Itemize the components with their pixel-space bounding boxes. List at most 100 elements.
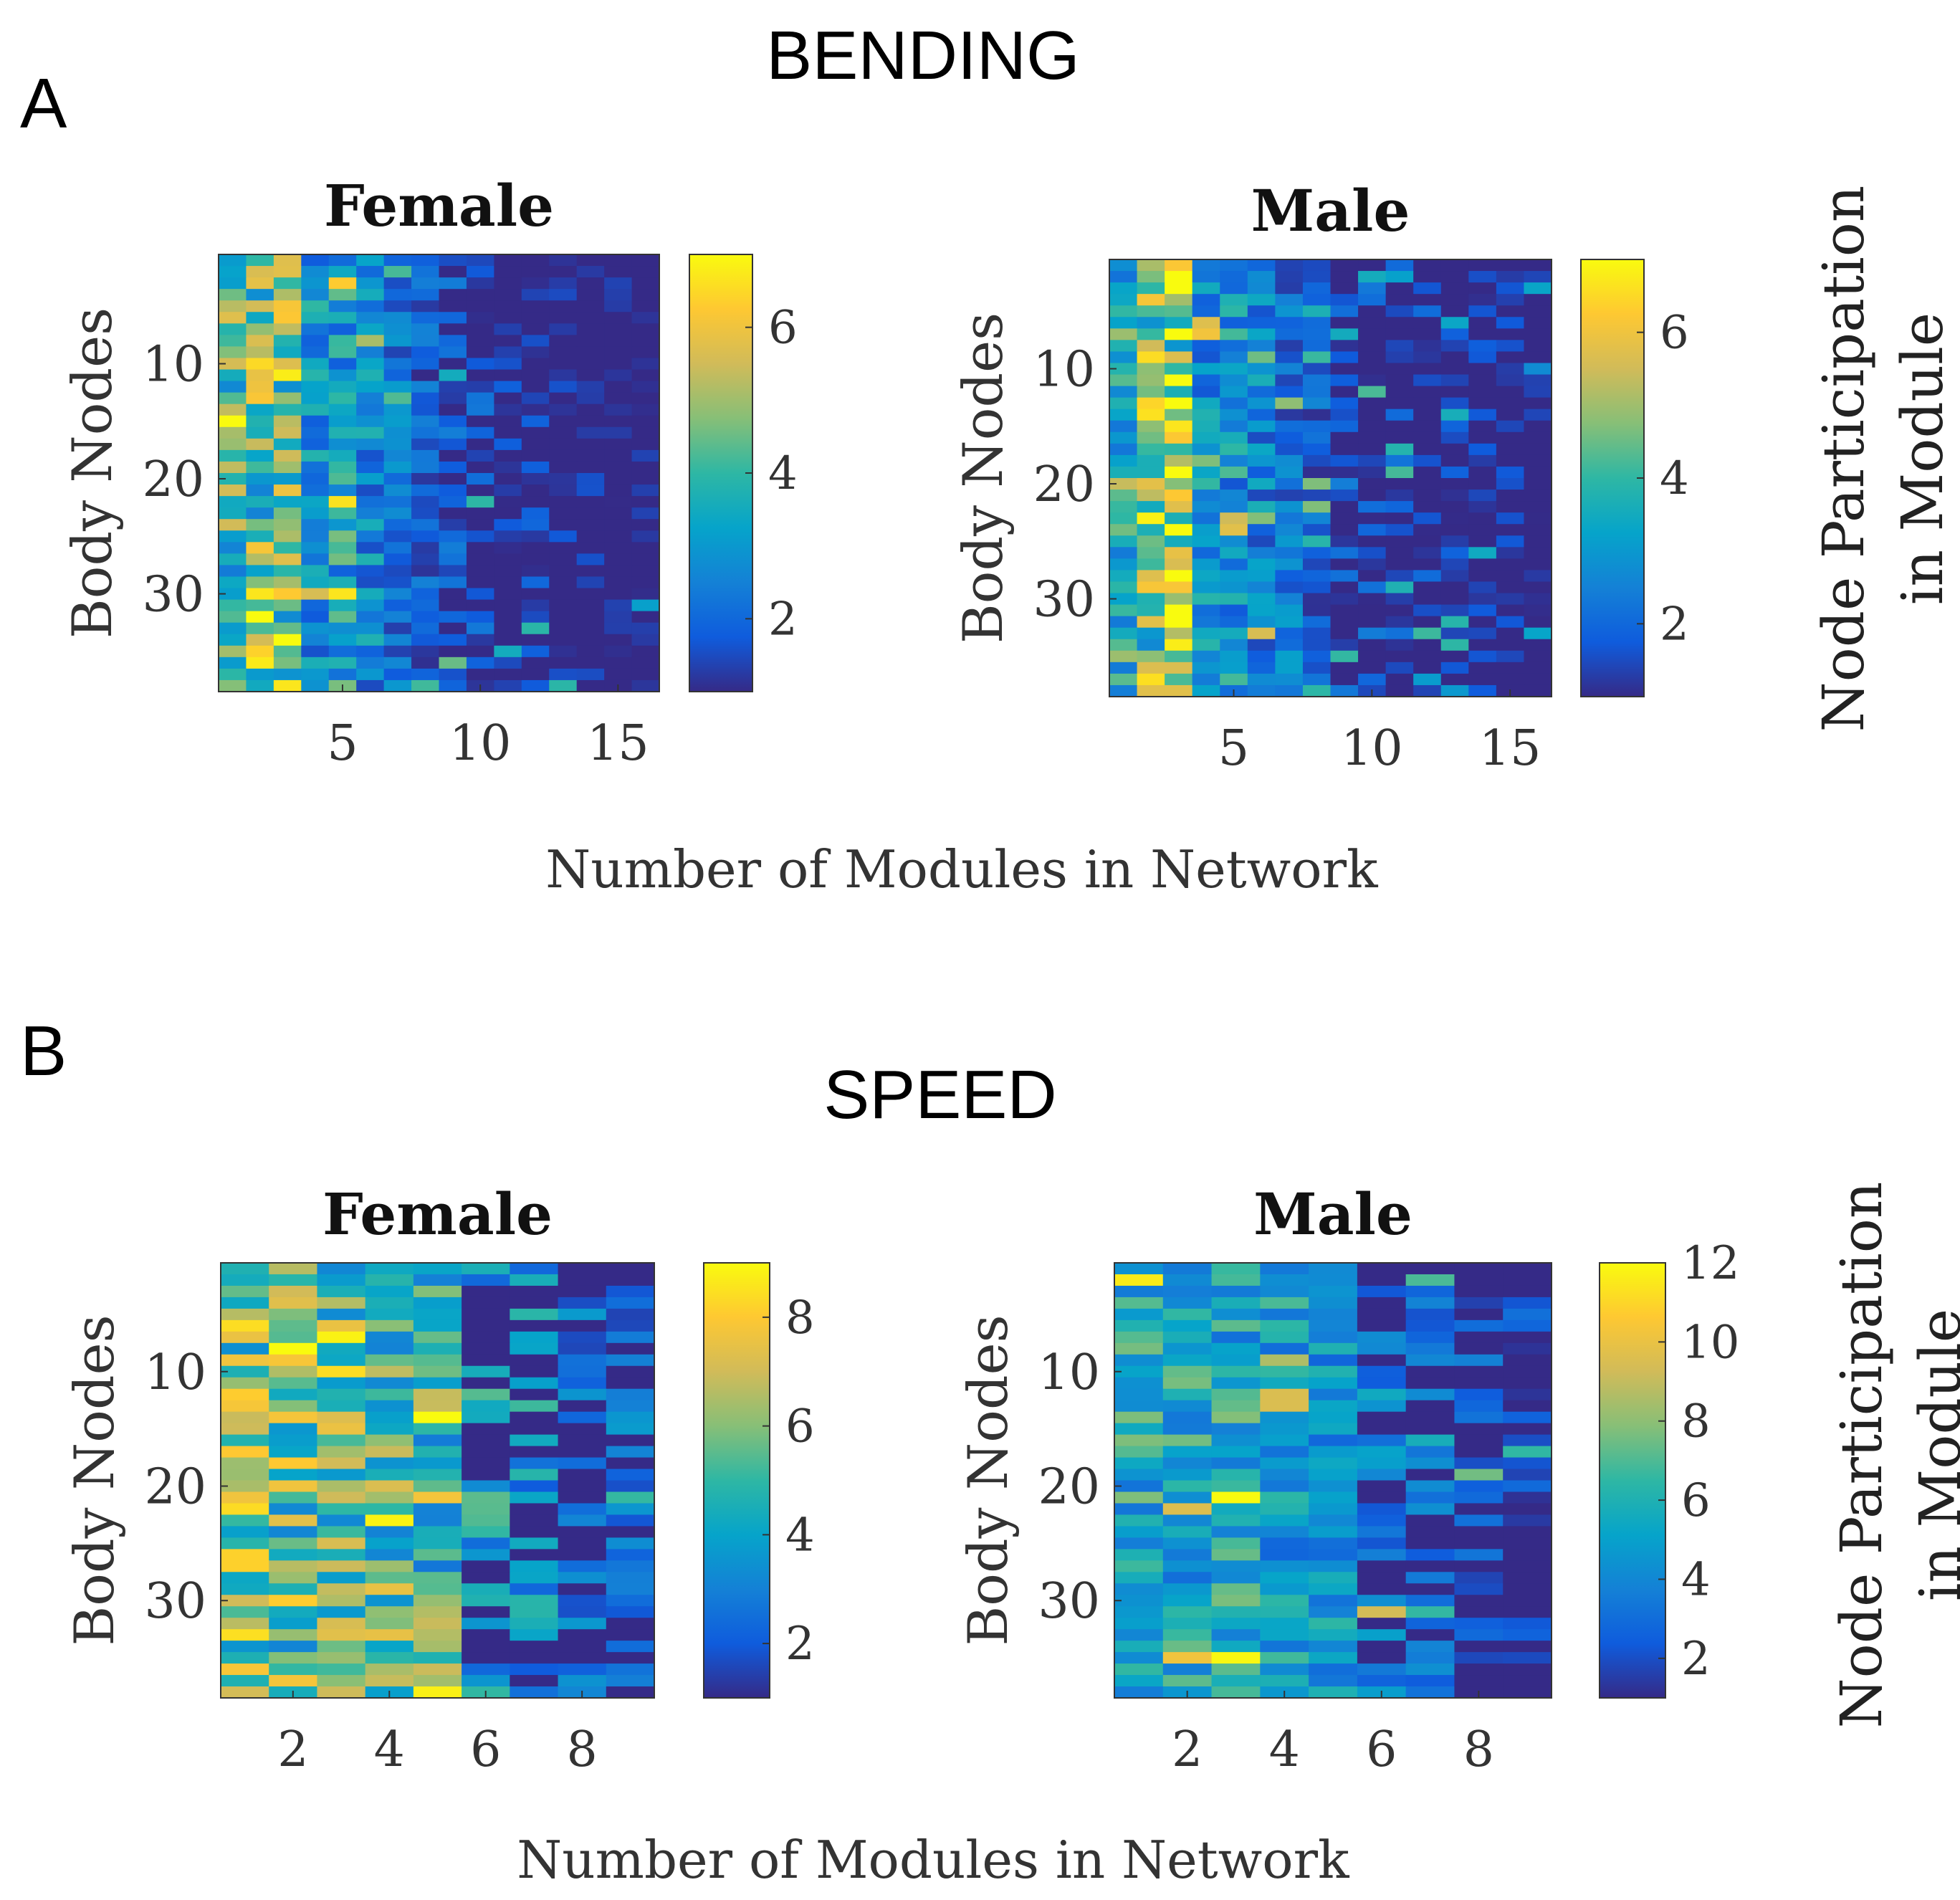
heatmap-cell (549, 449, 578, 462)
x-tick-label: 10 (449, 715, 512, 772)
heatmap-cell (1440, 397, 1469, 410)
heatmap-cell (317, 1675, 366, 1687)
heatmap-cell (1309, 1423, 1358, 1436)
heatmap-cell (1440, 673, 1469, 686)
heatmap-cell (301, 312, 330, 324)
heatmap-cell (1162, 1480, 1213, 1493)
heatmap-cell (221, 1526, 269, 1538)
x-tick-label: 6 (1366, 1722, 1397, 1778)
y-axis-label: Body Nodes (62, 1314, 126, 1646)
heatmap-cell (1211, 1618, 1261, 1630)
heatmap-cell (1413, 547, 1442, 559)
heatmap-cell (604, 346, 633, 359)
heatmap-cell (365, 1537, 414, 1550)
heatmap-cell (1137, 524, 1165, 536)
heatmap-cell (1211, 1400, 1261, 1413)
heatmap-cell (1385, 650, 1414, 663)
heatmap-cell (1137, 282, 1165, 295)
heatmap-cell (1330, 604, 1359, 617)
heatmap-cell (1468, 581, 1497, 594)
heatmap-cell (1109, 454, 1138, 467)
heatmap-cell (1385, 490, 1414, 502)
heatmap-cell (439, 426, 467, 439)
heatmap-cell (576, 496, 605, 508)
heatmap-cell (1468, 420, 1497, 433)
heatmap-cell (606, 1274, 655, 1286)
heatmap-cell (1496, 454, 1525, 467)
heatmap-cell (462, 1583, 510, 1595)
heatmap-cell (1330, 305, 1359, 318)
heatmap-cell (413, 1537, 462, 1550)
heatmap-cell (576, 381, 605, 393)
heatmap-cell (1302, 478, 1332, 490)
heatmap-cell (1114, 1537, 1164, 1550)
heatmap-cell (1468, 282, 1497, 295)
heatmap-cell (1162, 1595, 1213, 1607)
heatmap-cell (1496, 501, 1525, 513)
heatmap-cell (1357, 1606, 1407, 1618)
heatmap-cell (549, 426, 578, 439)
heatmap-cell (1357, 1457, 1407, 1470)
heatmap-cell (1260, 1331, 1309, 1344)
heatmap-cell (1405, 1652, 1455, 1664)
heatmap-cell (1260, 1572, 1309, 1584)
heatmap-cell (1109, 535, 1138, 548)
heatmap-cell (558, 1319, 607, 1332)
heatmap-cell (1211, 1629, 1261, 1641)
heatmap-cell (1357, 1446, 1407, 1459)
heatmap-cell (317, 1388, 366, 1401)
heatmap-cell (1275, 558, 1304, 571)
heatmap-cell (1496, 328, 1525, 340)
heatmap-cell (1454, 1446, 1504, 1459)
heatmap-cell (1385, 443, 1414, 456)
heatmap-cell (383, 449, 412, 462)
heatmap-cell (631, 289, 660, 301)
heatmap-cell (521, 679, 550, 692)
heatmap-cell (1211, 1354, 1261, 1367)
heatmap-cell (1440, 363, 1469, 376)
heatmap-cell (413, 1411, 462, 1424)
heatmap-cell (631, 634, 660, 646)
heatmap-cell (219, 438, 247, 451)
heatmap-cell (301, 645, 330, 658)
heatmap-cell (1275, 443, 1304, 456)
heatmap-cell (1137, 305, 1165, 318)
heatmap-cell (1309, 1514, 1358, 1527)
heatmap-cell (1405, 1457, 1455, 1470)
heatmap-cell (1358, 294, 1387, 306)
heatmap-cell (1385, 524, 1414, 536)
heatmap-cell (1192, 558, 1220, 571)
heatmap-cell (576, 415, 605, 428)
heatmap-cell (549, 266, 578, 278)
heatmap-cell (317, 1503, 366, 1516)
heatmap-cell (510, 1434, 559, 1447)
heatmap-cell (1440, 443, 1469, 456)
heatmap-cell (365, 1629, 414, 1641)
heatmap-cell (510, 1675, 559, 1687)
heatmap-cell (510, 1652, 559, 1664)
heatmap-cell (1162, 1457, 1213, 1470)
heatmap-cell (301, 519, 330, 531)
heatmap-cell (356, 645, 385, 658)
heatmap-cell (1162, 1514, 1213, 1527)
heatmap-cell (549, 553, 578, 566)
heatmap-cell (1137, 431, 1165, 444)
heatmap-cell (1357, 1675, 1407, 1687)
heatmap-cell (301, 611, 330, 624)
heatmap-cell (1358, 259, 1387, 272)
heatmap-cell (1309, 1491, 1358, 1504)
heatmap-cell (219, 289, 247, 301)
heatmap-cell (1330, 282, 1359, 295)
heatmap-cell (1109, 490, 1138, 502)
heatmap-cell (356, 392, 385, 405)
heatmap-cell (604, 611, 633, 624)
heatmap-cell (1405, 1331, 1455, 1344)
heatmap-cell (273, 266, 302, 278)
heatmap-cell (246, 289, 274, 301)
heatmap-cell (1309, 1572, 1358, 1584)
heatmap-cell (1468, 351, 1497, 364)
heatmap-cell (246, 461, 274, 474)
heatmap-cell (1275, 420, 1304, 433)
heatmap-cell (1247, 673, 1276, 686)
heatmap-cell (439, 565, 467, 578)
